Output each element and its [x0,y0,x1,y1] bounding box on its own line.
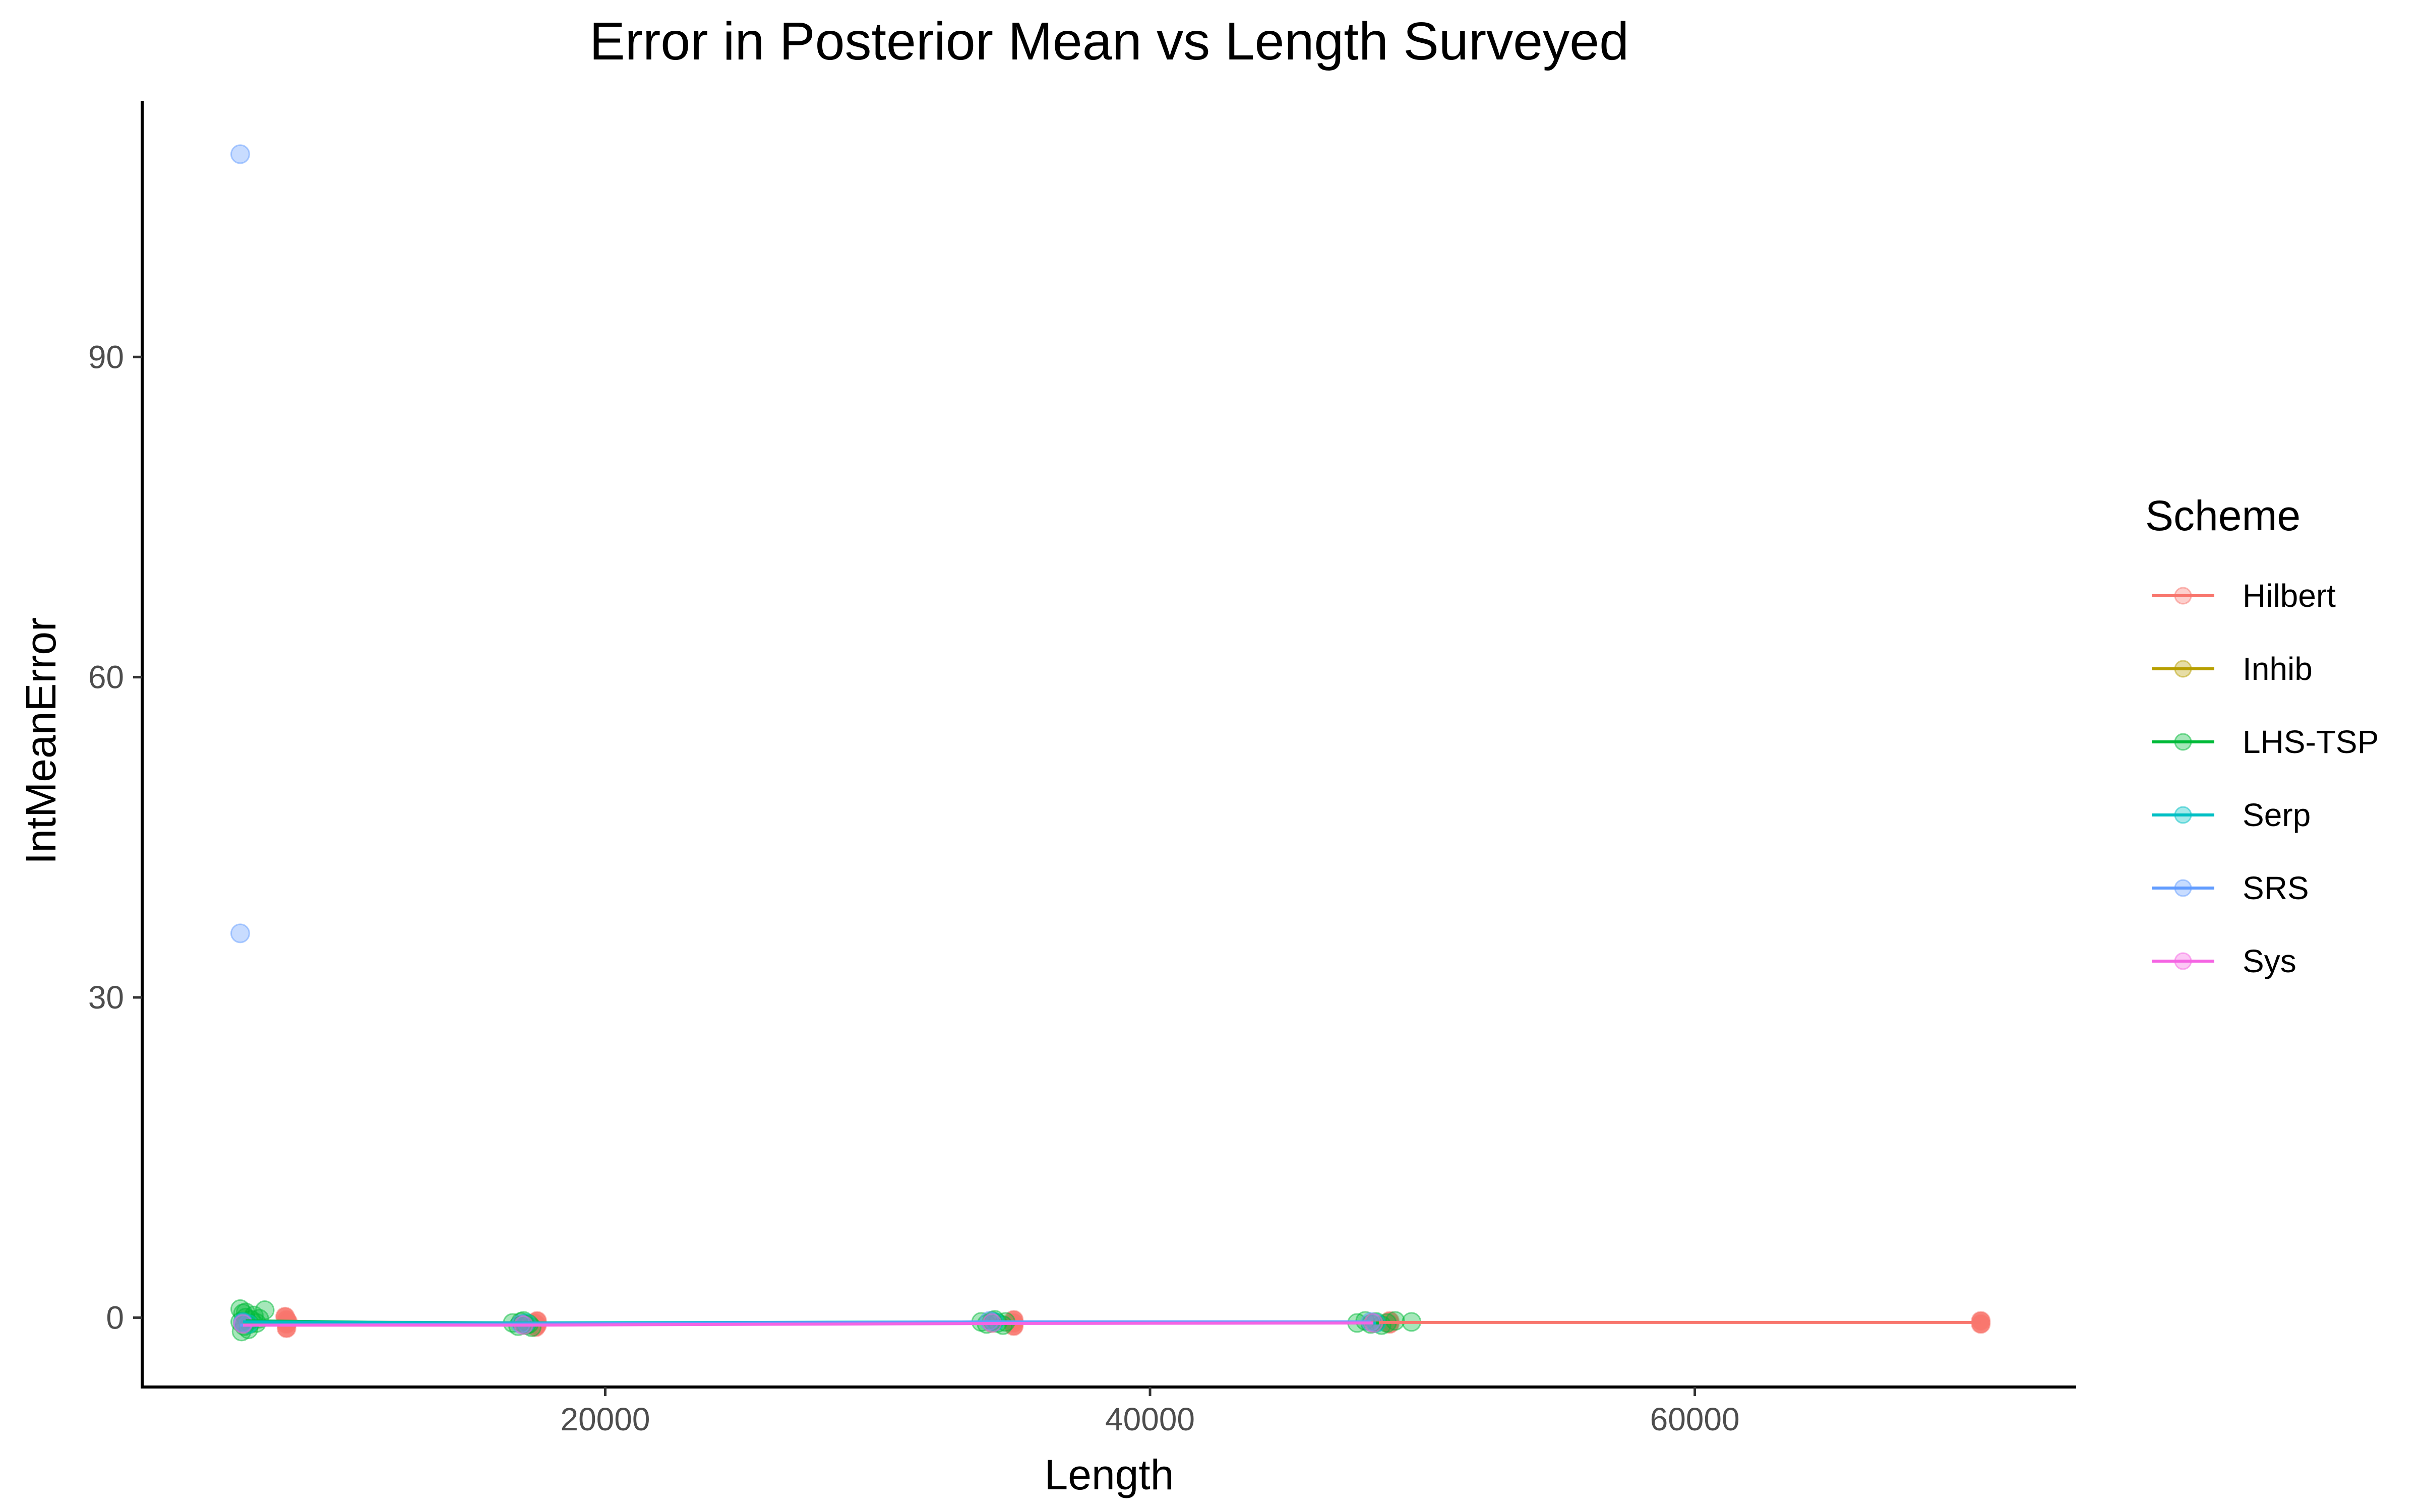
legend-item: Sys [2152,943,2296,979]
legend-label: Hilbert [2243,578,2336,614]
legend-title: Scheme [2145,492,2301,539]
legend-key-point [2174,587,2192,605]
data-point [230,144,250,164]
legend-label: SRS [2243,870,2309,906]
legend-item: Inhib [2152,651,2313,687]
data-point [230,923,250,943]
series-lhs-tsp [230,1299,1422,1342]
legend-label: Inhib [2243,651,2313,687]
x-tick-label: 60000 [1650,1401,1740,1437]
ticks: 20000 40000 60000 0 30 60 90 [88,339,1740,1437]
x-tick-label: 20000 [560,1401,650,1437]
series-line [243,1321,1374,1327]
legend-key-point [2174,733,2192,751]
series-srs [230,144,1381,1334]
legend-key-point [2174,879,2192,897]
y-tick-label: 0 [106,1299,124,1336]
legend-label: Sys [2243,943,2296,979]
legend: Scheme Hilbert Inhib LHS-TSP Serp SRS Sys [2145,492,2379,979]
legend-item: Serp [2152,797,2311,833]
legend-item: LHS-TSP [2152,724,2379,760]
legend-item: Hilbert [2152,578,2336,614]
data-point [1385,1311,1405,1331]
axes [141,101,2076,1389]
y-tick-label: 60 [88,659,124,696]
legend-label: Serp [2243,797,2311,833]
y-axis-title: IntMeanError [17,617,65,864]
x-tick-label: 40000 [1105,1401,1195,1437]
chart-title: Error in Posterior Mean vs Length Survey… [589,12,1629,71]
legend-item: SRS [2152,870,2309,906]
legend-key-point [2174,806,2192,824]
legend-key-point [2174,660,2192,678]
x-axis-title: Length [1045,1451,1174,1498]
plot-area [230,144,1991,1342]
legend-key-point [2174,952,2192,970]
y-tick-label: 90 [88,339,124,375]
data-point [1971,1314,1991,1334]
y-tick-label: 30 [88,979,124,1016]
legend-label: LHS-TSP [2243,724,2379,760]
